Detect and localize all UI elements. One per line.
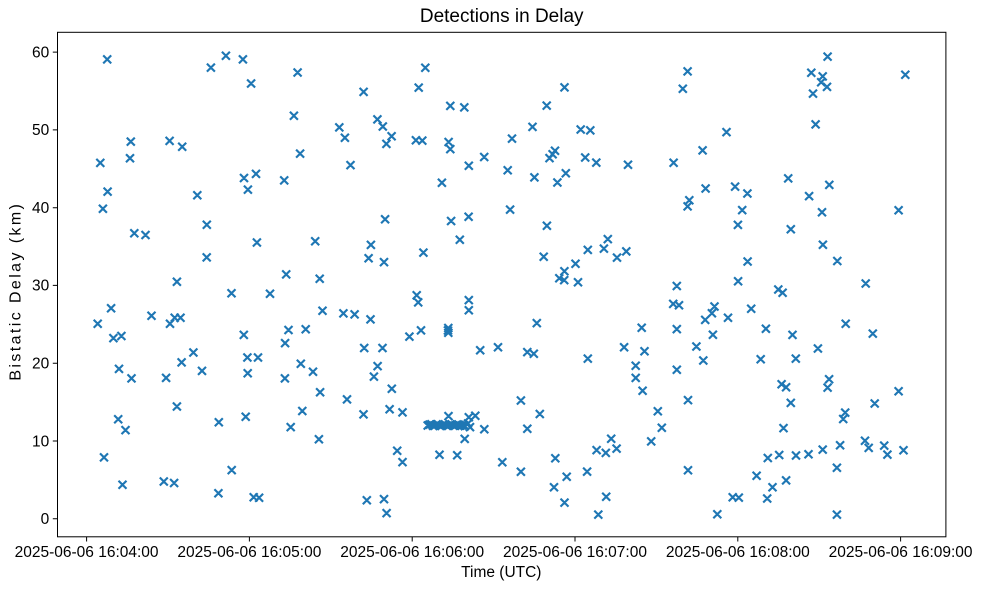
svg-text:60: 60 (32, 44, 50, 61)
svg-text:20: 20 (32, 356, 50, 373)
svg-text:10: 10 (32, 433, 50, 450)
svg-text:Bistatic Delay (km): Bistatic Delay (km) (8, 202, 25, 381)
svg-text:0: 0 (41, 511, 50, 528)
svg-text:Detections in Delay: Detections in Delay (420, 6, 584, 27)
svg-text:2025-06-06 16:05:00: 2025-06-06 16:05:00 (177, 544, 321, 561)
svg-text:Time (UTC): Time (UTC) (461, 564, 541, 581)
svg-text:2025-06-06 16:09:00: 2025-06-06 16:09:00 (829, 544, 973, 561)
svg-text:2025-06-06 16:07:00: 2025-06-06 16:07:00 (503, 544, 647, 561)
svg-text:2025-06-06 16:04:00: 2025-06-06 16:04:00 (15, 544, 159, 561)
svg-text:30: 30 (32, 278, 50, 295)
svg-text:2025-06-06 16:08:00: 2025-06-06 16:08:00 (666, 544, 810, 561)
svg-text:40: 40 (32, 200, 50, 217)
svg-text:2025-06-06 16:06:00: 2025-06-06 16:06:00 (340, 544, 484, 561)
svg-text:50: 50 (32, 122, 50, 139)
